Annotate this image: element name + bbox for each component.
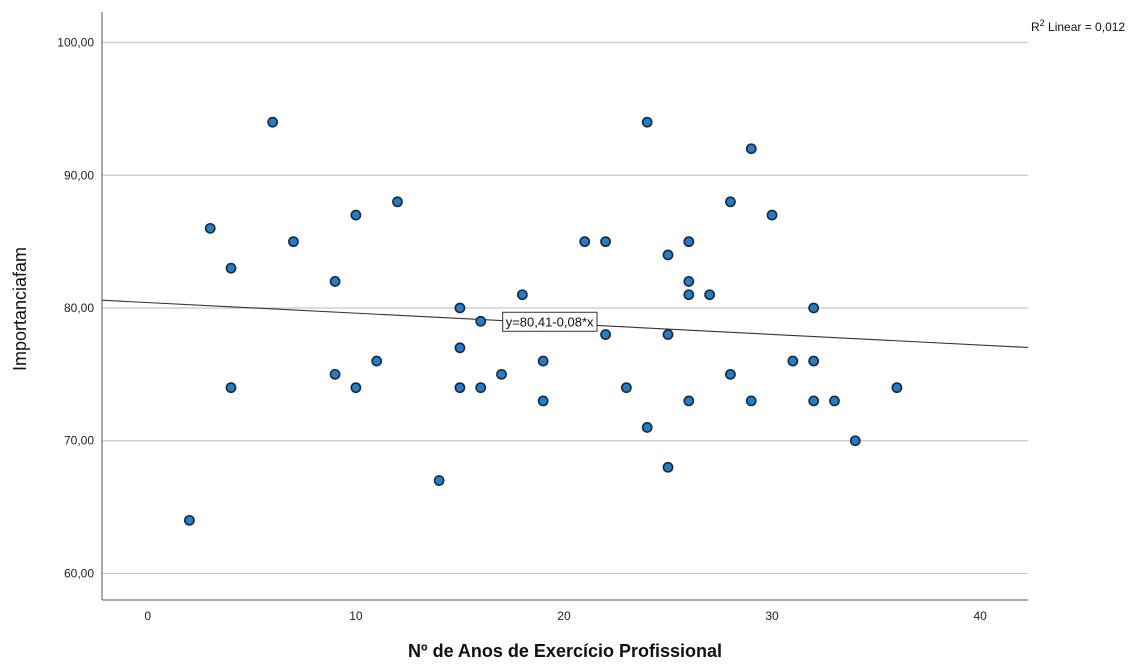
x-tick-label: 0: [144, 609, 151, 623]
y-tick-labels: 60,00 70,00 80,00 90,00 100,00: [57, 36, 94, 581]
x-tick-label: 20: [557, 609, 571, 623]
x-tick-label: 30: [765, 609, 779, 623]
data-points: [183, 116, 903, 526]
y-tick-label: 90,00: [64, 168, 94, 182]
data-point: [787, 355, 799, 367]
data-point: [350, 209, 362, 221]
y-tick-label: 60,00: [64, 566, 94, 580]
data-point: [225, 262, 237, 274]
data-point: [725, 368, 736, 380]
data-point: [350, 382, 362, 394]
data-point: [537, 355, 549, 367]
fit-equation-label: y=80,41-0,08*x: [506, 314, 594, 329]
data-point: [683, 289, 695, 301]
data-point: [475, 382, 487, 394]
data-point: [204, 222, 216, 234]
data-point: [683, 395, 695, 407]
r2-label: R2 Linear = 0,012: [1031, 18, 1125, 34]
x-axis-title: Nº de Anos de Exercício Profissional: [408, 641, 722, 661]
data-point: [600, 329, 611, 340]
x-tick-label: 40: [973, 609, 987, 623]
x-tick-labels: 0 10 20 30 40: [144, 609, 987, 623]
data-point: [849, 435, 861, 447]
data-point: [766, 209, 778, 221]
grid-lines: [102, 41, 1028, 575]
data-point: [454, 342, 466, 354]
data-point: [725, 196, 736, 208]
data-point: [808, 355, 820, 367]
data-point: [288, 236, 299, 248]
data-point: [891, 382, 903, 394]
data-point: [745, 395, 757, 407]
data-point: [641, 116, 653, 128]
y-axis-title: Importanciafam: [10, 247, 30, 371]
y-tick-label: 100,00: [57, 36, 94, 50]
data-point: [454, 382, 466, 394]
data-point: [433, 475, 445, 486]
data-point: [267, 116, 279, 128]
data-point: [516, 289, 528, 301]
data-point: [808, 302, 820, 314]
data-point: [392, 196, 403, 208]
data-point: [808, 395, 820, 407]
data-point: [683, 236, 695, 248]
data-point: [329, 368, 341, 380]
y-tick-label: 70,00: [64, 434, 94, 448]
data-point: [683, 276, 695, 287]
data-point: [745, 143, 757, 155]
data-point: [662, 329, 674, 340]
data-point: [496, 368, 507, 380]
data-point: [662, 461, 674, 473]
data-point: [183, 514, 195, 526]
data-point: [620, 382, 632, 394]
x-tick-label: 10: [349, 609, 363, 623]
data-point: [704, 289, 716, 301]
data-point: [641, 422, 653, 433]
data-point: [329, 276, 341, 287]
data-point: [662, 249, 674, 261]
fit-equation-box: [502, 311, 598, 332]
axes: [101, 12, 1028, 601]
fit-label-group: y=80,41-0,08*x: [502, 311, 598, 332]
data-point: [829, 395, 840, 407]
data-point: [454, 302, 466, 314]
data-point: [600, 236, 611, 248]
data-point: [537, 395, 549, 407]
y-tick-label: 80,00: [64, 301, 94, 315]
data-point: [371, 355, 383, 367]
data-point: [475, 315, 487, 327]
data-point: [579, 236, 591, 248]
data-point: [225, 382, 237, 394]
